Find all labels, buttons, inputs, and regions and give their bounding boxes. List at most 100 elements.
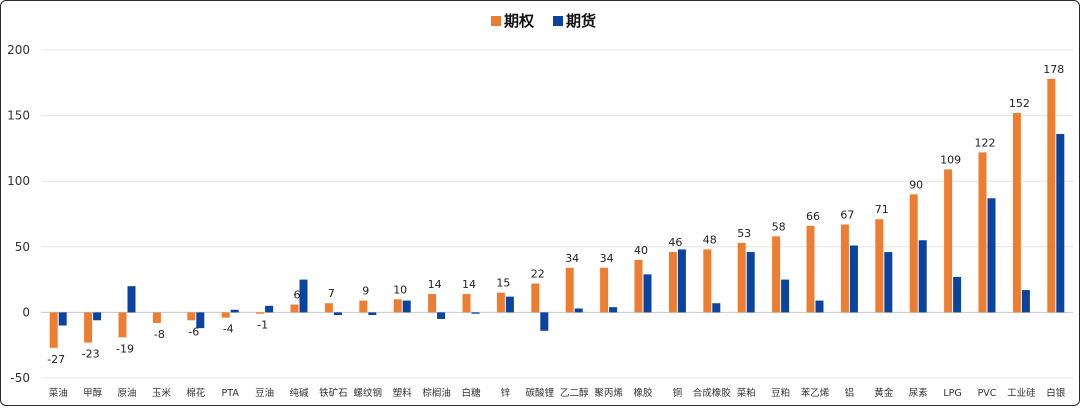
bar-futures xyxy=(884,252,893,313)
x-tick-label: 尿素 xyxy=(909,387,929,399)
x-tick-label: 菜油 xyxy=(49,387,68,399)
gridlines xyxy=(41,49,1073,379)
bar-futures xyxy=(230,309,239,313)
bar-options xyxy=(1012,112,1021,313)
y-tick-label: -50 xyxy=(10,371,30,385)
data-label: 7 xyxy=(328,287,335,300)
bar-options xyxy=(565,267,574,313)
data-label: 178 xyxy=(1043,63,1064,76)
bar-futures xyxy=(299,279,308,313)
x-tick-label: 橡胶 xyxy=(633,387,653,399)
data-label: 22 xyxy=(531,268,545,281)
legend-swatch-futures xyxy=(553,16,563,26)
bar-options xyxy=(359,300,368,313)
legend: 期权 期货 xyxy=(491,12,596,30)
x-tick-label: PVC xyxy=(978,388,997,399)
bar-futures xyxy=(815,300,824,313)
data-label: 46 xyxy=(668,236,682,249)
data-label: 58 xyxy=(772,220,786,233)
bar-options xyxy=(737,242,746,313)
y-tick-label: 150 xyxy=(7,109,30,123)
data-label: 34 xyxy=(600,252,614,265)
data-label: 53 xyxy=(737,227,751,240)
bar-futures xyxy=(265,305,274,313)
bar-futures xyxy=(953,276,962,313)
bar-options xyxy=(428,294,437,313)
bar-futures xyxy=(58,312,67,326)
bar-futures xyxy=(677,249,686,313)
data-label: 14 xyxy=(462,278,476,291)
bar-options xyxy=(324,303,333,313)
y-tick-label: 100 xyxy=(7,174,30,188)
bar-options xyxy=(531,283,540,313)
bar-options xyxy=(290,304,299,313)
bar-futures xyxy=(781,279,790,313)
bars xyxy=(49,78,1065,348)
data-label: -27 xyxy=(47,353,65,366)
bar-options xyxy=(256,312,265,314)
data-label: -19 xyxy=(116,342,134,355)
bar-futures xyxy=(93,312,102,321)
x-tick-label: 碳酸锂 xyxy=(526,387,555,399)
x-tick-label: 塑料 xyxy=(393,387,413,399)
x-tick-label: 玉米 xyxy=(152,387,172,399)
x-tick-label: 纯碱 xyxy=(289,387,309,399)
data-label: 48 xyxy=(703,233,717,246)
bar-options xyxy=(840,224,849,313)
bar-options xyxy=(668,252,677,313)
x-tick-label: 锌 xyxy=(501,387,511,399)
data-label: -23 xyxy=(82,348,100,361)
bar-options xyxy=(84,312,93,343)
data-label: -8 xyxy=(154,328,165,341)
x-tick-label: 铝 xyxy=(845,387,855,399)
y-tick-label: 200 xyxy=(7,43,30,57)
x-tick-label: 棕榈油 xyxy=(422,387,451,399)
bar-futures xyxy=(127,286,136,313)
bar-options xyxy=(703,249,712,313)
bar-futures xyxy=(746,252,755,313)
data-label: 10 xyxy=(393,283,407,296)
x-tick-label: 铜 xyxy=(673,387,683,399)
bar-options xyxy=(187,312,196,321)
bar-options xyxy=(118,312,127,338)
bar-futures xyxy=(1056,133,1065,313)
bar-futures xyxy=(1021,290,1030,313)
x-tick-label: 铁矿石 xyxy=(319,387,348,399)
data-label: 15 xyxy=(496,277,510,290)
legend-swatch-options xyxy=(491,16,501,26)
bar-futures xyxy=(918,240,927,313)
bar-futures xyxy=(196,312,205,329)
y-axis: -50 0 50 100 150 200 xyxy=(7,43,30,385)
x-tick-label: 苯乙烯 xyxy=(801,387,830,399)
data-label: -4 xyxy=(223,323,234,336)
bar-options xyxy=(944,169,953,313)
data-label: 67 xyxy=(840,208,854,221)
bar-options xyxy=(978,152,987,313)
x-tick-label: 乙二醇 xyxy=(560,387,589,399)
data-label: 9 xyxy=(362,285,369,298)
bar-options xyxy=(634,259,643,313)
x-tick-label: 合成橡胶 xyxy=(693,387,732,399)
data-label: 90 xyxy=(909,178,923,191)
x-tick-label: 聚丙烯 xyxy=(594,387,623,399)
x-tick-label: 豆粕 xyxy=(771,387,790,399)
x-tick-label: 螺纹钢 xyxy=(354,387,383,399)
bar-options xyxy=(909,194,918,313)
data-label: -6 xyxy=(188,325,199,338)
bar-futures xyxy=(505,296,514,313)
data-label: 109 xyxy=(940,153,961,166)
bar-options xyxy=(221,312,230,318)
bar-futures xyxy=(849,245,858,313)
x-tick-label: PTA xyxy=(222,388,240,399)
data-label: 122 xyxy=(975,136,996,149)
x-tick-label: 黄金 xyxy=(874,387,894,399)
data-label: 152 xyxy=(1009,97,1030,110)
data-label: 66 xyxy=(806,210,820,223)
x-tick-label: 甲醇 xyxy=(83,387,103,399)
data-label: 34 xyxy=(565,252,579,265)
x-tick-label: 原油 xyxy=(117,387,136,399)
legend-label-futures: 期货 xyxy=(566,12,596,30)
bar-options xyxy=(875,219,884,313)
bar-futures xyxy=(574,308,583,313)
